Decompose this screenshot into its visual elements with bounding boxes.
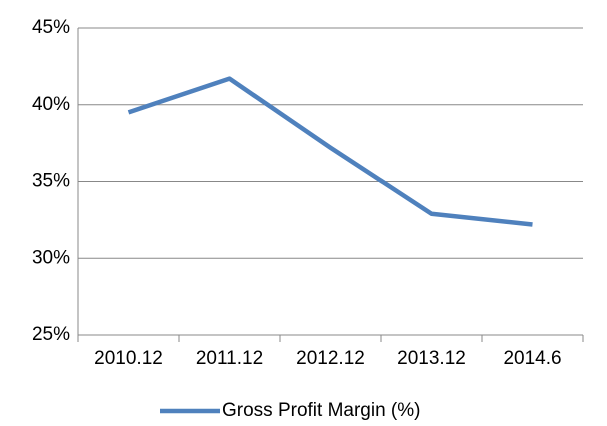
x-tick-label: 2014.6	[503, 348, 561, 369]
x-tick-label: 2012.12	[296, 348, 365, 369]
x-tick-label: 2010.12	[94, 348, 163, 369]
line	[127, 76, 533, 227]
y-tick-label: 45%	[32, 17, 70, 38]
x-tick-label: 2011.12	[196, 348, 263, 369]
y-tick-label: 35%	[32, 171, 70, 192]
y-tick-label: 30%	[32, 247, 70, 268]
legend-label: Gross Profit Margin (%)	[222, 400, 420, 421]
x-tick-label: 2013.12	[397, 348, 466, 369]
y-tick-label: 40%	[32, 94, 70, 115]
y-tick-label: 25%	[32, 324, 70, 345]
